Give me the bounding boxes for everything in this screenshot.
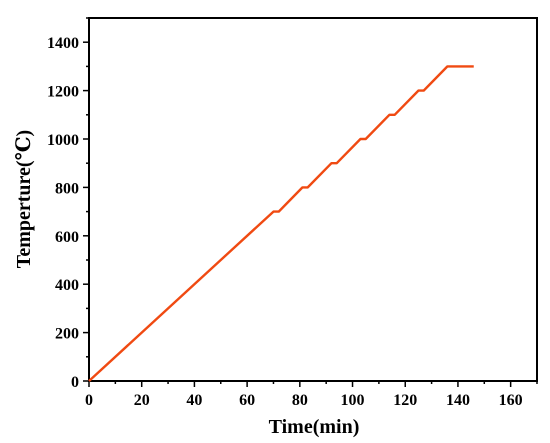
temperature-series-line <box>88 65 474 382</box>
y-axis-title: Temperture(℃) <box>13 130 35 268</box>
y-tick-label: 1400 <box>47 35 79 52</box>
x-tick-label: 40 <box>186 392 202 409</box>
ticks <box>83 17 538 387</box>
plot-frame <box>88 17 538 382</box>
y-tick-label: 0 <box>71 374 79 391</box>
x-tick-label: 120 <box>393 392 417 409</box>
x-tick-label: 140 <box>446 392 470 409</box>
axes <box>88 17 538 382</box>
x-tick-label: 160 <box>499 392 523 409</box>
y-tick-label: 600 <box>55 229 79 246</box>
series-layer <box>88 65 474 382</box>
x-tick-label: 60 <box>239 392 255 409</box>
y-tick-label: 400 <box>55 277 79 294</box>
y-tick-label: 200 <box>55 326 79 343</box>
tick-labels: 0 20 40 60 80 100 120 140 160 0 200 400 600 800 1000 12… <box>47 35 523 409</box>
x-axis-title: Time(min) <box>269 416 360 438</box>
x-tick-label: 80 <box>292 392 308 409</box>
y-tick-label: 800 <box>55 180 79 197</box>
x-tick-label: 0 <box>85 392 93 409</box>
y-tick-label: 1000 <box>47 132 79 149</box>
x-tick-label: 20 <box>134 392 150 409</box>
x-tick-label: 100 <box>341 392 365 409</box>
y-tick-label: 1200 <box>47 84 79 101</box>
